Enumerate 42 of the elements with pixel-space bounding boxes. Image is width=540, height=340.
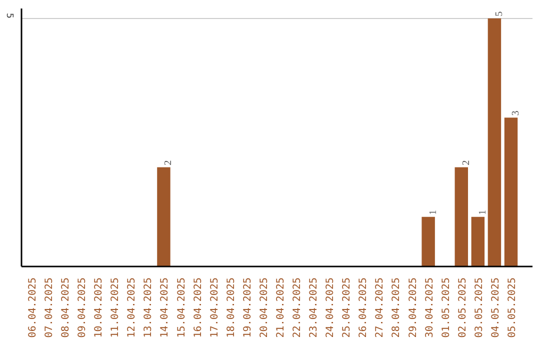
data-label: 3 <box>510 110 522 116</box>
x-tick-label: 08.04.2025 <box>60 277 72 338</box>
data-label: 1 <box>477 210 488 215</box>
x-tick-label: 12.04.2025 <box>126 277 138 338</box>
x-tick-label: 11.04.2025 <box>110 277 122 338</box>
x-tick-label: 16.04.2025 <box>192 277 204 338</box>
x-tick-label: 14.04.2025 <box>160 277 171 338</box>
x-tick-label: 22.04.2025 <box>292 277 304 338</box>
x-tick-label: 03.05.2025 <box>474 277 485 338</box>
x-tick-label: 07.04.2025 <box>44 277 55 338</box>
data-label: 1 <box>428 210 439 215</box>
x-tick-label: 21.04.2025 <box>275 277 286 338</box>
data-label: 5 <box>494 11 505 16</box>
x-tick-label: 25.04.2025 <box>342 277 353 338</box>
x-tick-label: 06.04.2025 <box>27 277 38 338</box>
bar <box>454 167 468 266</box>
x-tick-label: 20.04.2025 <box>258 277 270 338</box>
data-label: 2 <box>163 160 174 166</box>
x-tick-label: 17.04.2025 <box>209 277 220 338</box>
bar <box>488 18 502 266</box>
x-tick-label: 19.04.2025 <box>242 277 254 338</box>
data-label: 2 <box>460 160 472 166</box>
x-tick-label: 01.05.2025 <box>440 277 452 338</box>
x-tick-label: 05.05.2025 <box>507 277 518 338</box>
x-tick-label: 18.04.2025 <box>226 277 237 338</box>
x-tick-label: 27.04.2025 <box>374 277 386 338</box>
bar <box>422 216 435 266</box>
x-tick-label: 24.04.2025 <box>325 277 336 338</box>
x-tick-label: 13.04.2025 <box>143 277 154 338</box>
bar <box>504 118 518 266</box>
x-tick-label: 10.04.2025 <box>94 277 105 338</box>
x-tick-label: 23.04.2025 <box>308 277 320 338</box>
x-tick-label: 15.04.2025 <box>176 277 188 338</box>
x-tick-label: 04.05.2025 <box>490 277 502 338</box>
x-tick-label: 30.04.2025 <box>424 277 436 338</box>
x-tick-label: 09.04.2025 <box>77 277 88 338</box>
bar <box>471 216 485 266</box>
x-tick-label: 28.04.2025 <box>391 277 402 338</box>
bar <box>157 167 170 266</box>
x-tick-label: 29.04.2025 <box>408 277 419 338</box>
x-tick-label: 02.05.2025 <box>457 277 468 338</box>
x-tick-label: 26.04.2025 <box>358 277 370 338</box>
